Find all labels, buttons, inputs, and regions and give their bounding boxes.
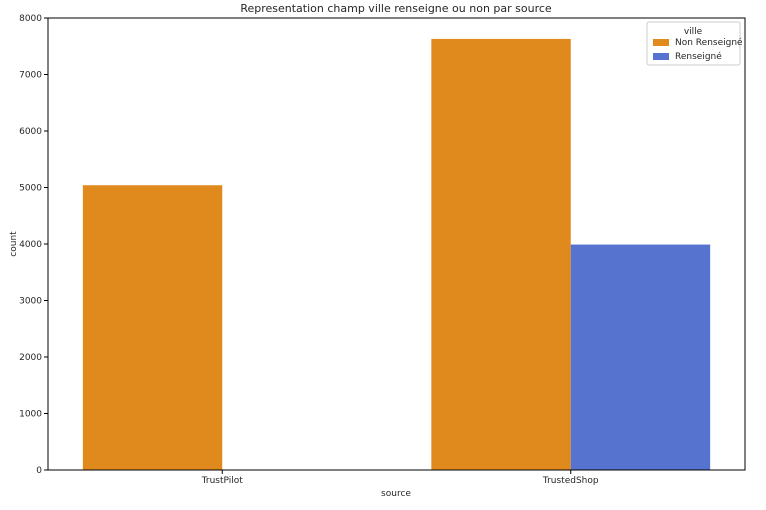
x-tick-label: TrustPilot [201, 476, 244, 486]
legend-title: ville [684, 27, 703, 37]
y-tick-label: 4000 [19, 240, 42, 250]
legend-label: Non Renseigné [675, 37, 743, 48]
legend-label: Renseigné [675, 51, 722, 62]
plot-frame [47, 17, 746, 471]
y-tick-label: 8000 [19, 14, 42, 24]
y-tick-label: 6000 [19, 127, 42, 137]
y-axis-label: count [9, 231, 19, 257]
legend: ville Non Renseigné Renseigné [646, 21, 743, 66]
legend-swatch [653, 53, 669, 60]
y-tick-label: 3000 [19, 297, 42, 307]
y-tick-label: 7000 [19, 71, 42, 81]
bars-group [82, 38, 711, 471]
y-axis-ticks: 0 1000 2000 3000 4000 5000 6000 7000 8000 [19, 14, 48, 476]
chart-title: Representation champ ville renseigne ou … [240, 2, 552, 15]
y-tick-label: 2000 [19, 353, 42, 363]
x-tick-label: TrustedShop [542, 476, 599, 486]
y-tick-label: 1000 [19, 410, 42, 420]
y-tick-label: 0 [36, 466, 42, 476]
x-axis-label: source [381, 489, 411, 499]
y-tick-label: 5000 [19, 184, 42, 194]
bar-trustpilot-non-renseigne [82, 185, 223, 471]
x-axis-ticks: TrustPilot TrustedShop [201, 470, 599, 486]
legend-items: Non Renseigné Renseigné [653, 37, 743, 62]
bar-trustedshop-non-renseigne [431, 38, 571, 470]
legend-box [646, 21, 741, 66]
bar-trustedshop-renseigne [570, 244, 711, 470]
legend-swatch [653, 39, 669, 46]
